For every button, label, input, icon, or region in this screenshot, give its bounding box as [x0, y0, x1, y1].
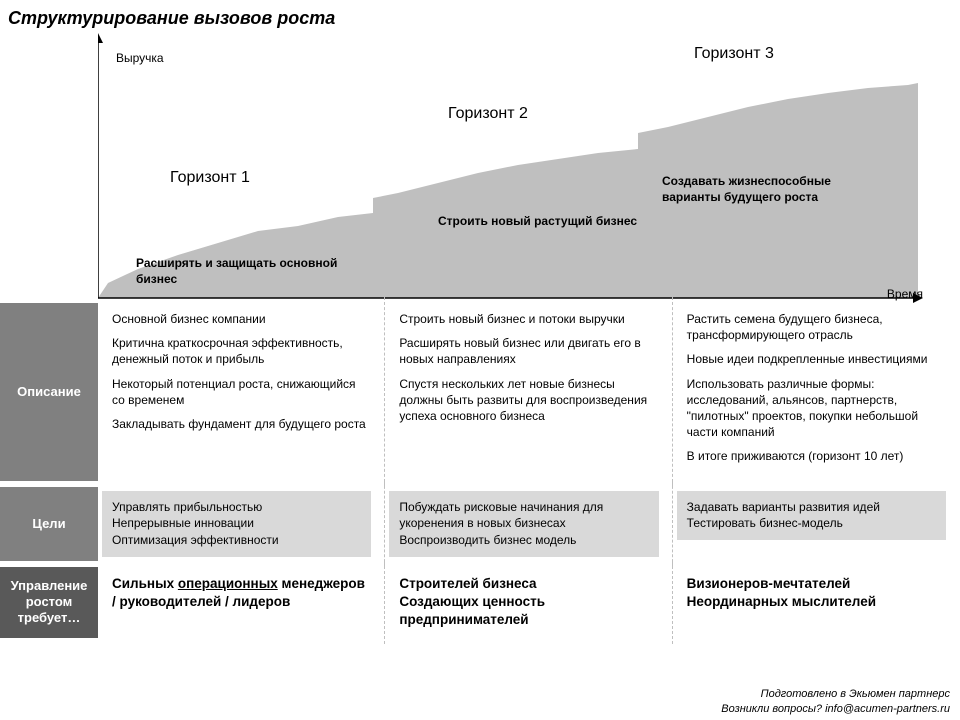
- goals-box: Задавать варианты развития идейТестирова…: [677, 491, 946, 541]
- description-row: Описание Основной бизнес компании Критичн…: [0, 303, 960, 481]
- goals-col-1: Управлять прибыльностьюНепрерывные иннов…: [98, 487, 385, 561]
- description-col-3: Растить семена будущего бизнеса, трансфо…: [673, 303, 960, 481]
- footer-line-2: Возникли вопросы? info@acumen-partners.r…: [721, 702, 950, 716]
- horizon-1-label: Горизонт 1: [170, 169, 250, 187]
- goals-col-3: Задавать варианты развития идейТестирова…: [673, 487, 960, 561]
- management-row: Управление ростом требует… Сильных опера…: [0, 567, 960, 638]
- footer-line-1: Подготовлено в Экьюмен партнерс: [721, 687, 950, 701]
- management-col-1: Сильных операционных менеджеров / руково…: [98, 567, 385, 638]
- goals-side-label: Цели: [0, 487, 98, 561]
- description-item: Новые идеи подкрепленные инвестициями: [687, 351, 946, 367]
- management-text: Сильных операционных менеджеров / руково…: [112, 575, 371, 611]
- footer: Подготовлено в Экьюмен партнерс Возникли…: [721, 687, 950, 716]
- management-side-label: Управление ростом требует…: [0, 567, 98, 638]
- description-item: Использовать различные формы: исследован…: [687, 376, 946, 441]
- management-columns: Сильных операционных менеджеров / руково…: [98, 567, 960, 638]
- horizon-3-label: Горизонт 3: [694, 45, 774, 63]
- x-axis-label: Время: [887, 287, 923, 301]
- description-item: Расширять новый бизнес или двигать его в…: [399, 335, 658, 367]
- description-item: Некоторый потенциал роста, снижающийся с…: [112, 376, 371, 408]
- description-columns: Основной бизнес компании Критична краткос…: [98, 303, 960, 481]
- goals-columns: Управлять прибыльностьюНепрерывные иннов…: [98, 487, 960, 561]
- management-text: Строителей бизнесаСоздающих ценность пре…: [399, 575, 658, 630]
- goals-col-2: Побуждать рисковые начинания для укорене…: [385, 487, 672, 561]
- description-item: Растить семена будущего бизнеса, трансфо…: [687, 311, 946, 343]
- description-col-1: Основной бизнес компании Критична краткос…: [98, 303, 385, 481]
- description-item: Основной бизнес компании: [112, 311, 371, 327]
- description-item: Строить новый бизнес и потоки выручки: [399, 311, 658, 327]
- goals-box: Управлять прибыльностьюНепрерывные иннов…: [102, 491, 371, 557]
- y-axis-label: Выручка: [116, 51, 164, 65]
- goals-box: Побуждать рисковые начинания для укорене…: [389, 491, 658, 557]
- horizon-2-inside-text: Строить новый растущий бизнес: [438, 213, 648, 229]
- horizon-2-label: Горизонт 2: [448, 105, 528, 123]
- page-title: Структурирование вызовов роста: [0, 0, 960, 33]
- horizon-3-inside-text: Создавать жизнеспособные варианты будуще…: [662, 173, 872, 205]
- description-item: Закладывать фундамент для будущего роста: [112, 416, 371, 432]
- management-col-3: Визионеров-мечтателейНеординарных мыслит…: [673, 567, 960, 638]
- description-side-label: Описание: [0, 303, 98, 481]
- lower-section: Описание Основной бизнес компании Критичн…: [0, 303, 960, 638]
- description-item: Спустя нескольких лет новые бизнесы долж…: [399, 376, 658, 425]
- description-item: В итоге приживаются (горизонт 10 лет): [687, 448, 946, 464]
- description-col-2: Строить новый бизнес и потоки выручки Рас…: [385, 303, 672, 481]
- horizons-chart: Выручка Время Горизонт 1 Расширять и защи…: [98, 33, 923, 303]
- horizon-1-inside-text: Расширять и защищать основной бизнес: [136, 255, 346, 287]
- management-text: Визионеров-мечтателейНеординарных мыслит…: [687, 575, 946, 611]
- description-item: Критична краткосрочная эффективность, де…: [112, 335, 371, 367]
- goals-row: Цели Управлять прибыльностьюНепрерывные …: [0, 487, 960, 561]
- management-col-2: Строителей бизнесаСоздающих ценность пре…: [385, 567, 672, 638]
